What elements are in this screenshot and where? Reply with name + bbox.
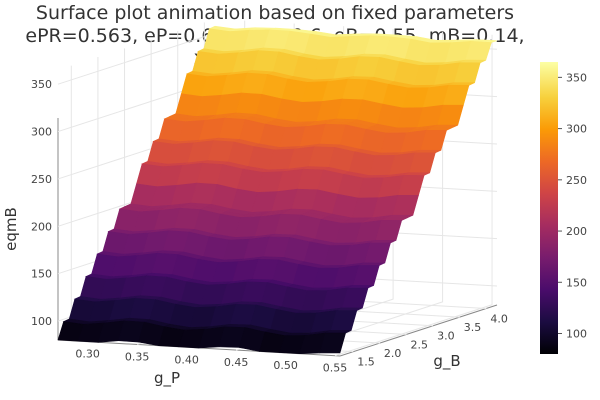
x-tick-label: 0.50 [273,359,298,372]
colorbar-tick-label: 350 [566,71,587,84]
x-tick-label: 0.40 [174,353,199,366]
z-axis-label: eqmB [2,207,20,251]
y-tick-label: 3.0 [437,330,455,343]
z-tick-label: 100 [31,315,52,328]
z-tick-label: 300 [31,126,52,139]
z-tick-label: 250 [31,173,52,186]
surface-face [319,332,347,354]
z-tick-label: 200 [31,220,52,233]
x-tick-label: 0.55 [323,362,348,375]
colorbar-tick-label: 250 [566,174,587,187]
colorbar-tick-label: 150 [566,276,587,289]
y-tick-label: 3.5 [464,321,482,334]
y-tick-label: 1.5 [357,356,375,369]
y-axis-label: g_B [433,352,460,371]
z-tick-label: 150 [31,268,52,281]
colorbar [540,62,558,354]
colorbar-tick-label: 300 [566,123,587,136]
x-gridline [334,34,493,357]
surface-mesh [57,25,498,355]
x-tick-label: 0.35 [125,350,150,363]
chart-title-line-1: Surface plot animation based on fixed pa… [35,2,515,24]
colorbar-tick-label: 100 [566,328,587,341]
x-tick-label: 0.45 [224,356,249,369]
z-tick-label: 350 [31,78,52,91]
y-tick-label: 2.5 [411,338,429,351]
y-tick-label: 4.0 [490,312,508,325]
x-tick-label: 0.30 [75,348,100,361]
y-axis-line [339,304,498,357]
x-axis-label: g_P [154,369,180,388]
y-tick-label: 2.0 [384,347,402,360]
colorbar-tick-label: 200 [566,225,587,238]
